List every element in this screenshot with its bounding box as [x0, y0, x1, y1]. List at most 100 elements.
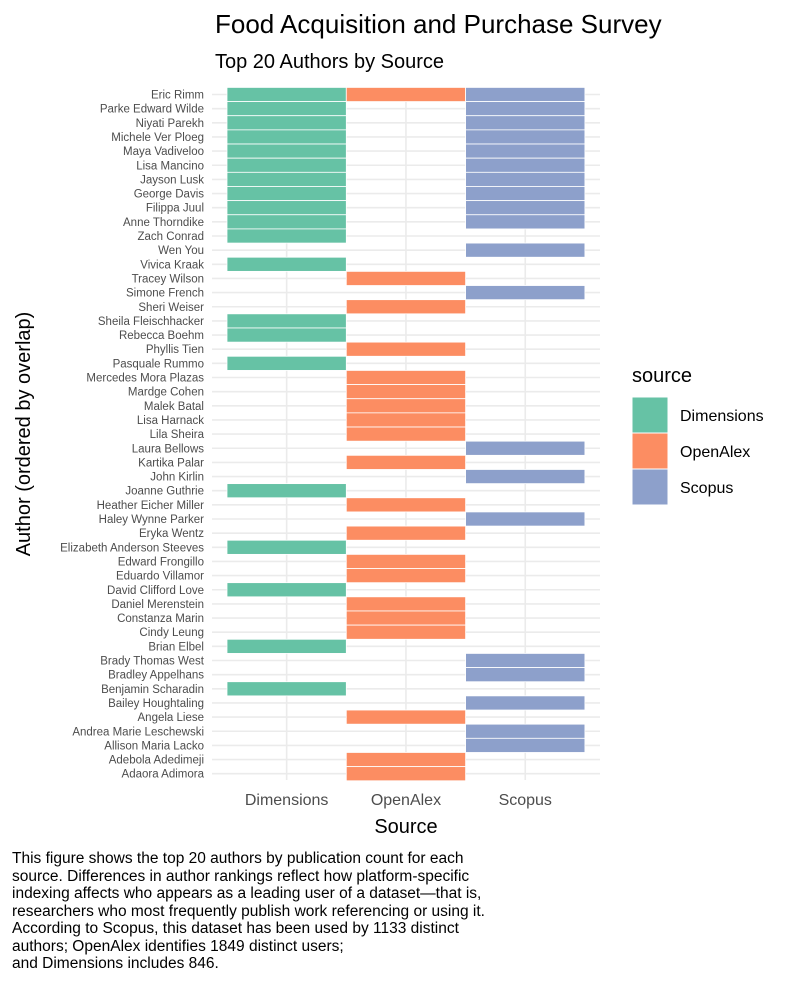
y-tick-label: Benjamin Scharadin	[101, 684, 204, 696]
y-tick-label: Michele Ver Ploeg	[111, 132, 204, 144]
y-tick-label: Adebola Adedimeji	[109, 755, 204, 767]
y-tick-label: Maya Vadiveloo	[123, 146, 204, 158]
caption-line: indexing affects who appears as a leadin…	[12, 885, 482, 902]
y-tick-label: John Kirlin	[150, 472, 204, 484]
tile-scopus	[465, 440, 586, 456]
y-tick-label: Niyati Parekh	[136, 118, 204, 130]
figure-caption: This figure shows the top 20 authors by …	[12, 850, 612, 973]
y-tick-labels: Eric Rimm Parke Edward Wilde Niyati Parekh…	[60, 90, 205, 781]
tile-openalex	[345, 610, 466, 626]
tile-openalex	[345, 384, 466, 400]
tile-dimensions	[226, 157, 347, 173]
y-tick-label: Lisa Harnack	[137, 415, 204, 427]
tile-openalex	[345, 525, 466, 541]
tile-openalex	[345, 270, 466, 286]
tile-dimensions	[226, 143, 347, 159]
y-tick-label: Phyllis Tien	[146, 344, 204, 356]
y-tick-label: Allison Maria Lacko	[104, 740, 204, 752]
tile-scopus	[465, 143, 586, 159]
legend-swatch-scopus	[631, 468, 669, 506]
y-tick-label: Tracey Wilson	[132, 273, 204, 285]
tile-dimensions	[226, 681, 347, 697]
y-tick-label: Filippa Juul	[146, 203, 204, 215]
tile-openalex	[345, 709, 466, 725]
y-tick-label: Joanne Guthrie	[125, 486, 204, 498]
y-tick-label: Malek Batal	[144, 401, 204, 413]
caption-line: This figure shows the top 20 authors by …	[12, 850, 464, 867]
y-tick-label: Kartika Palar	[138, 457, 204, 469]
y-tick-label: Eric Rimm	[151, 90, 204, 102]
chart-subtitle: Top 20 Authors by Source	[215, 51, 444, 73]
tile-scopus	[465, 723, 586, 739]
tile-openalex	[345, 596, 466, 612]
tile-dimensions	[226, 87, 347, 102]
tile-dimensions	[226, 200, 347, 216]
y-tick-label: Zach Conrad	[138, 231, 204, 243]
y-tick-label: Pasquale Rummo	[113, 358, 204, 370]
tile-scopus	[465, 129, 586, 145]
y-tick-label: Bradley Appelhans	[108, 670, 204, 682]
y-tick-label: George Davis	[134, 189, 205, 201]
tile-scopus	[465, 87, 586, 102]
y-tick-label: Cindy Leung	[139, 627, 204, 639]
tile-openalex	[345, 299, 466, 315]
tile-scopus	[465, 157, 586, 173]
tile-openalex	[345, 412, 466, 428]
y-tick-label: Laura Bellows	[132, 443, 204, 455]
tile-dimensions	[226, 171, 347, 187]
tile-scopus	[465, 101, 586, 117]
caption-line: source. Differences in author rankings r…	[12, 867, 470, 885]
x-tick-label: Scopus	[499, 792, 552, 809]
tile-scopus	[465, 186, 586, 202]
tile-scopus	[465, 242, 586, 258]
caption-line: According to Scopus, this dataset has be…	[12, 920, 459, 937]
y-axis-title: Author (ordered by overlap)	[13, 312, 35, 557]
tile-openalex	[345, 624, 466, 640]
chart-title: Food Acquisition and Purchase Survey	[215, 9, 662, 39]
caption-line: researchers who most frequently publish …	[12, 902, 485, 920]
legend-swatch-openalex	[631, 432, 669, 470]
tile-openalex	[345, 87, 466, 102]
y-tick-label: Edward Frongillo	[118, 556, 204, 568]
tile-dimensions	[226, 483, 347, 499]
y-tick-label: Angela Liese	[138, 712, 205, 724]
legend: source Dimensions OpenAlex Scopus	[631, 365, 764, 506]
tile-dimensions	[226, 256, 347, 272]
tile-dimensions	[226, 327, 347, 343]
y-tick-label: Wen You	[158, 245, 204, 257]
tile-openalex	[345, 497, 466, 513]
legend-label: Dimensions	[680, 408, 764, 425]
tile-openalex	[345, 341, 466, 357]
tiles-layer	[226, 87, 586, 782]
y-tick-label: Constanza Marin	[117, 613, 204, 625]
tile-dimensions	[226, 638, 347, 654]
legend-title: source	[632, 365, 692, 387]
tile-scopus	[465, 115, 586, 131]
y-tick-label: Simone French	[126, 288, 204, 300]
y-tick-label: Rebecca Boehm	[119, 330, 204, 342]
tile-scopus	[465, 214, 586, 230]
tile-dimensions	[226, 313, 347, 329]
tile-openalex	[345, 553, 466, 569]
tile-dimensions	[226, 115, 347, 131]
y-tick-label: Andrea Marie Leschewski	[72, 726, 204, 738]
y-tick-label: David Clifford Love	[107, 585, 204, 597]
tile-dimensions	[226, 539, 347, 555]
tile-scopus	[465, 469, 586, 485]
x-tick-label: OpenAlex	[371, 792, 441, 809]
y-tick-label: Elizabeth Anderson Steeves	[60, 542, 204, 554]
tile-openalex	[345, 426, 466, 442]
tile-openalex	[345, 766, 466, 782]
y-tick-label: Eduardo Villamor	[116, 571, 204, 583]
y-tick-label: Anne Thorndike	[123, 217, 204, 229]
y-tick-label: Jayson Lusk	[140, 174, 204, 186]
y-tick-label: Mercedes Mora Plazas	[86, 373, 204, 385]
x-tick-label: Dimensions	[245, 792, 329, 809]
tile-openalex	[345, 370, 466, 385]
tile-scopus	[465, 285, 586, 301]
tile-dimensions	[226, 214, 347, 230]
y-tick-label: Sheila Fleischhacker	[98, 316, 204, 328]
tile-scopus	[465, 737, 586, 753]
tile-openalex	[345, 568, 466, 584]
y-tick-label: Mardge Cohen	[128, 387, 204, 399]
